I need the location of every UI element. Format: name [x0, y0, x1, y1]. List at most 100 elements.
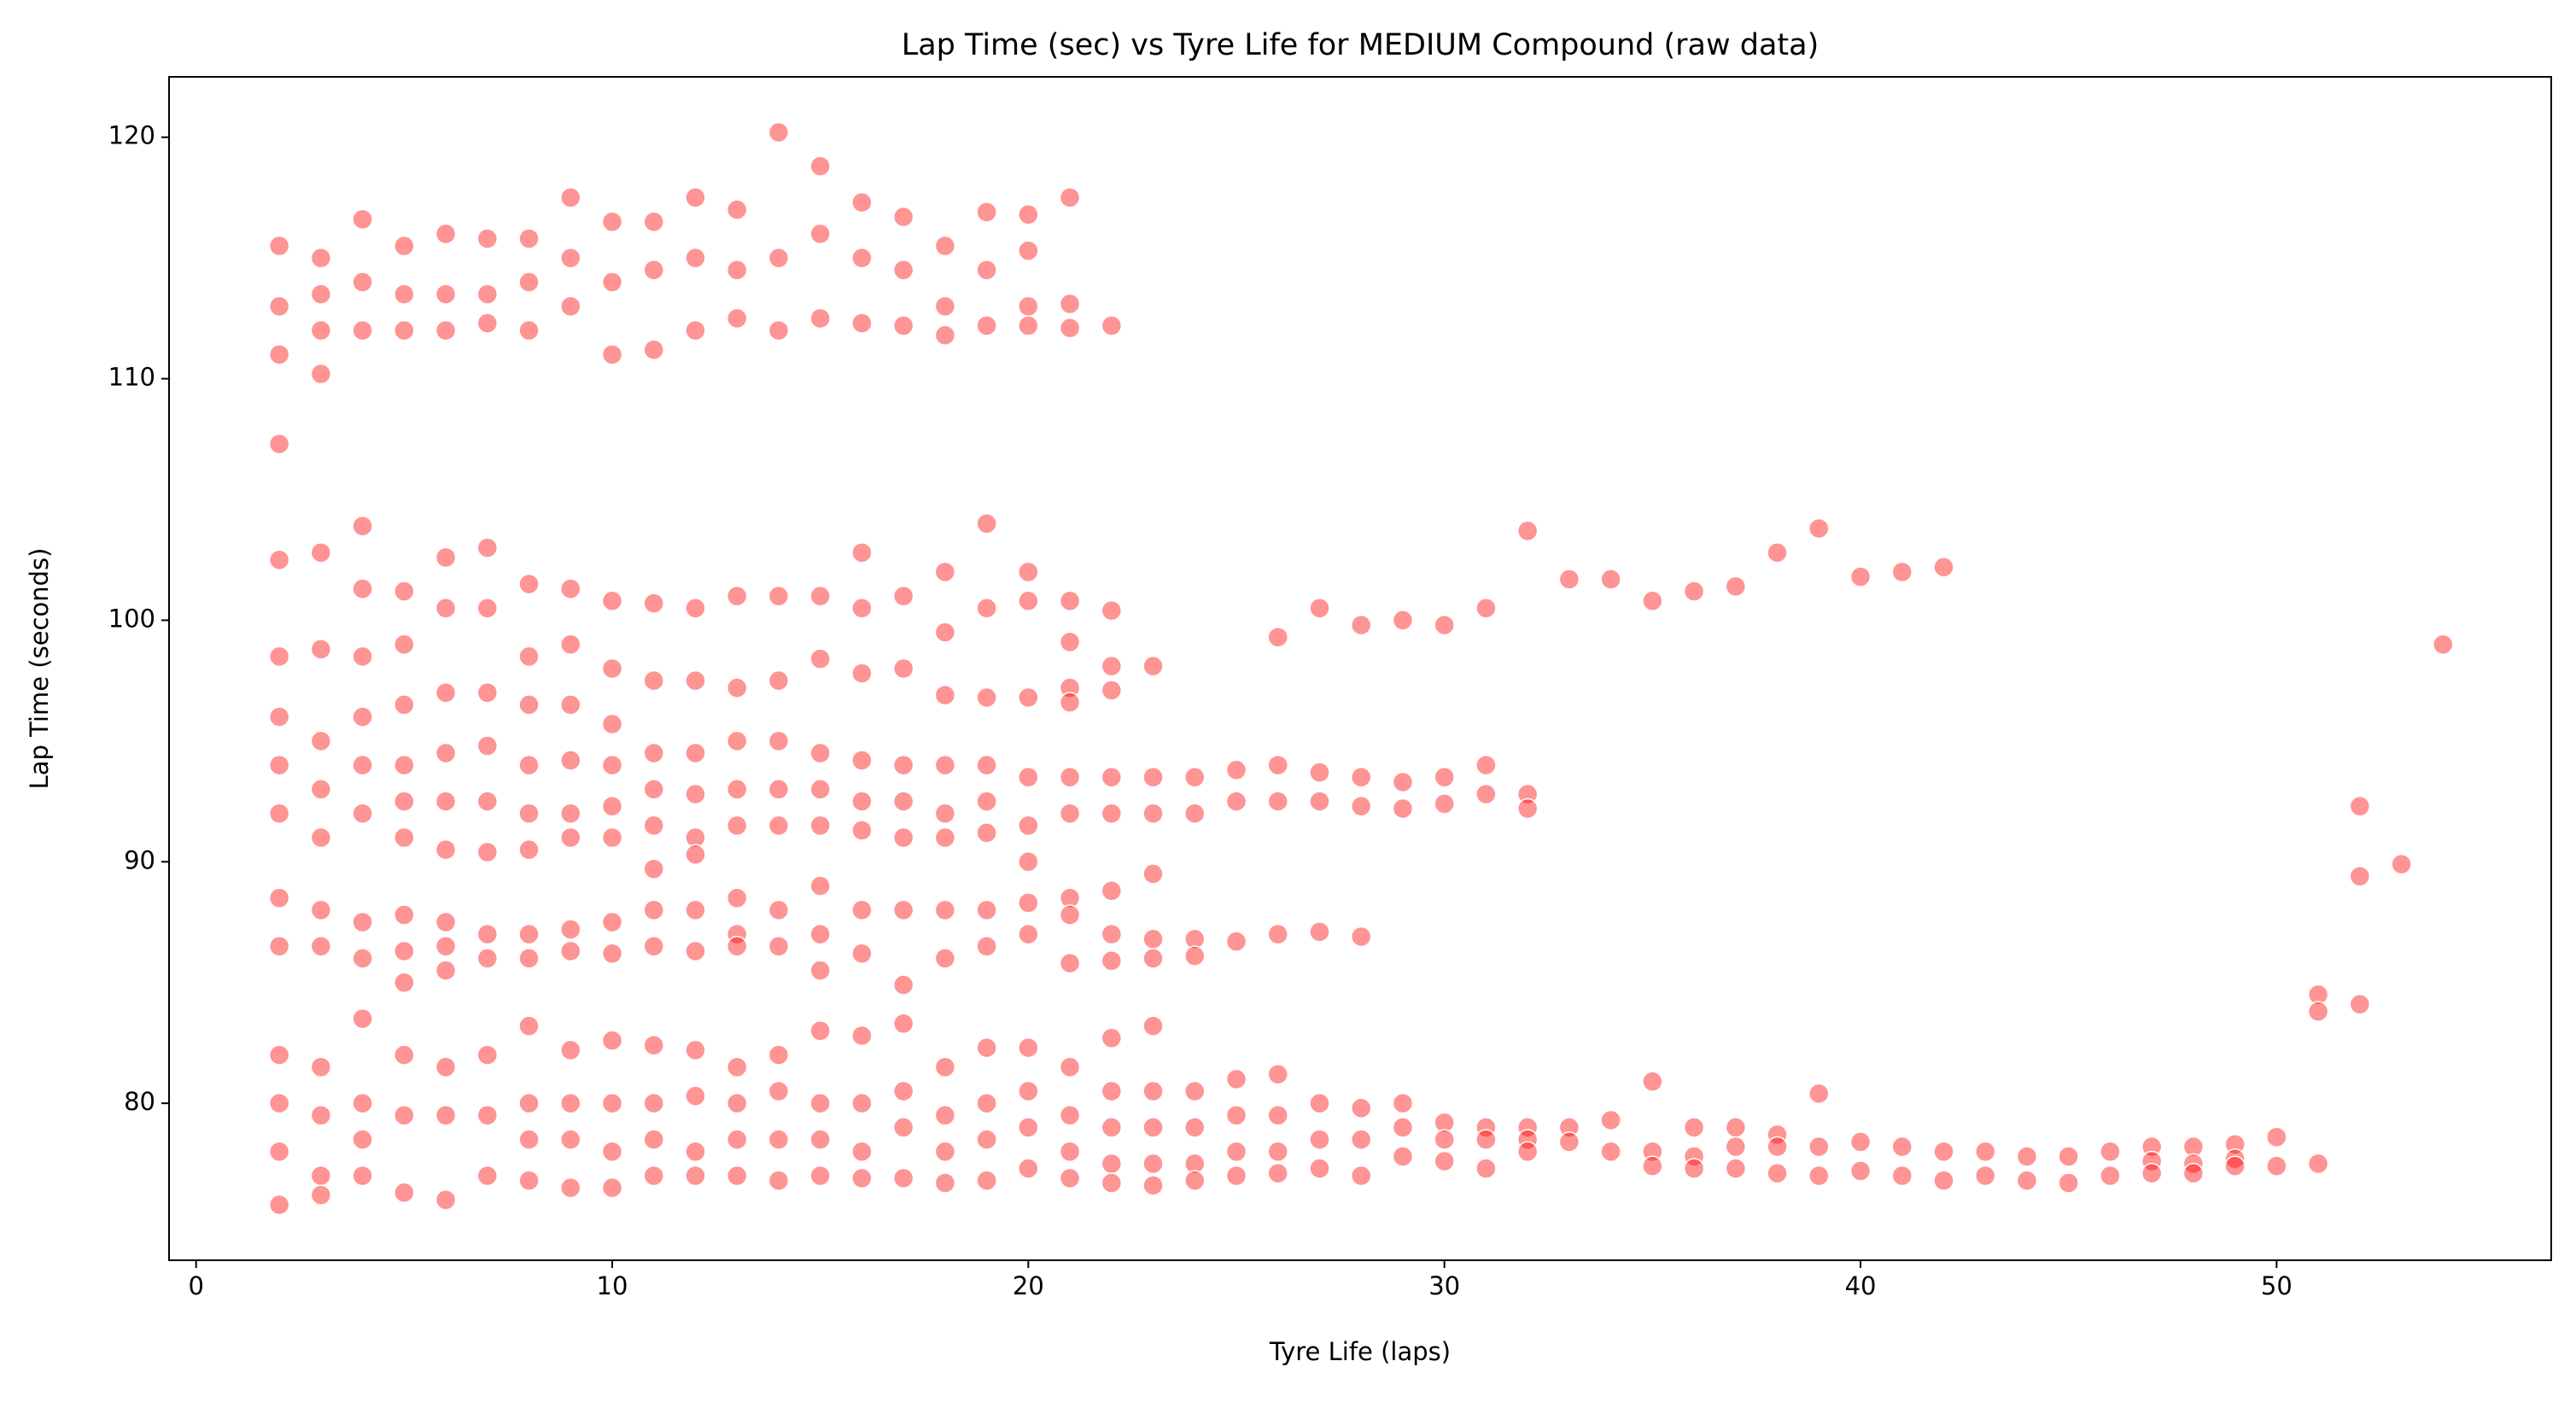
point	[851, 1092, 873, 1114]
point	[851, 1141, 873, 1162]
point	[435, 960, 457, 981]
x-tick-label: 10	[597, 1271, 628, 1300]
point	[1018, 1037, 1039, 1059]
point	[310, 247, 332, 269]
point	[1225, 1068, 1247, 1090]
point	[768, 1129, 790, 1150]
point	[1142, 1117, 1164, 1138]
point	[1101, 1027, 1123, 1049]
point	[1142, 948, 1164, 969]
point	[1849, 1131, 1872, 1153]
point	[601, 713, 623, 735]
point	[809, 960, 831, 981]
point	[560, 1177, 581, 1199]
point	[1933, 1141, 1954, 1162]
point	[1184, 928, 1206, 950]
point	[394, 791, 415, 812]
point	[1309, 598, 1330, 619]
point	[1101, 1080, 1123, 1102]
point	[809, 1165, 831, 1187]
point	[560, 1092, 581, 1114]
point	[1350, 614, 1372, 636]
point	[394, 972, 415, 993]
point	[685, 899, 706, 921]
point	[1267, 1105, 1289, 1126]
point	[1767, 1136, 1788, 1158]
point	[892, 1080, 914, 1102]
point	[892, 974, 914, 996]
point	[851, 247, 873, 269]
point	[394, 940, 415, 962]
points	[268, 121, 2454, 1216]
point	[518, 573, 540, 595]
point	[268, 1141, 290, 1162]
point	[1558, 1131, 1580, 1153]
point	[1891, 561, 1913, 583]
point	[1018, 923, 1039, 945]
y-tick-label: 120	[108, 121, 155, 150]
point	[1642, 1155, 1663, 1177]
point	[518, 923, 540, 945]
point	[1018, 815, 1039, 837]
point	[1434, 614, 1455, 636]
point	[560, 940, 581, 962]
point	[1516, 1129, 1539, 1150]
point	[1725, 1158, 1747, 1179]
point	[685, 1165, 706, 1187]
point	[685, 1039, 706, 1061]
point	[1891, 1136, 1913, 1158]
point	[643, 1165, 664, 1187]
point	[934, 561, 956, 583]
point	[809, 155, 831, 177]
point	[1101, 680, 1123, 701]
point	[435, 1105, 457, 1126]
point	[1683, 1158, 1705, 1179]
point	[2100, 1141, 2121, 1162]
point	[768, 815, 790, 837]
point	[2307, 1001, 2329, 1022]
point	[1392, 771, 1414, 793]
point	[352, 706, 373, 727]
point	[601, 344, 623, 365]
point	[1101, 803, 1123, 824]
point	[1600, 1141, 1621, 1162]
point	[976, 1092, 997, 1114]
point	[976, 260, 997, 281]
point	[352, 319, 373, 342]
point	[601, 795, 623, 817]
point	[809, 1129, 831, 1150]
y-tick-label: 100	[108, 604, 155, 633]
point	[976, 791, 997, 812]
point	[1101, 599, 1123, 622]
point	[1142, 655, 1164, 677]
point	[809, 779, 831, 800]
point	[685, 187, 706, 208]
point	[1350, 1165, 1372, 1187]
point	[1434, 1150, 1455, 1172]
point	[851, 1167, 873, 1189]
point	[601, 754, 623, 776]
point	[976, 513, 997, 535]
point	[2058, 1146, 2079, 1167]
point	[1059, 1056, 1081, 1078]
point	[394, 1044, 415, 1066]
point	[976, 1129, 997, 1150]
point	[1101, 767, 1123, 788]
point	[685, 1141, 706, 1162]
point	[892, 1013, 914, 1035]
point	[643, 669, 664, 692]
point	[1267, 754, 1289, 776]
point	[1475, 598, 1497, 619]
point	[1059, 317, 1081, 339]
point	[1059, 590, 1081, 612]
point	[1018, 851, 1039, 873]
point	[1101, 655, 1123, 677]
point	[685, 669, 706, 692]
point	[1767, 1124, 1788, 1146]
point	[1683, 1146, 1705, 1167]
point	[560, 827, 581, 849]
point	[851, 820, 873, 841]
point	[1933, 1170, 1954, 1191]
point	[310, 779, 332, 800]
point	[1267, 791, 1289, 812]
